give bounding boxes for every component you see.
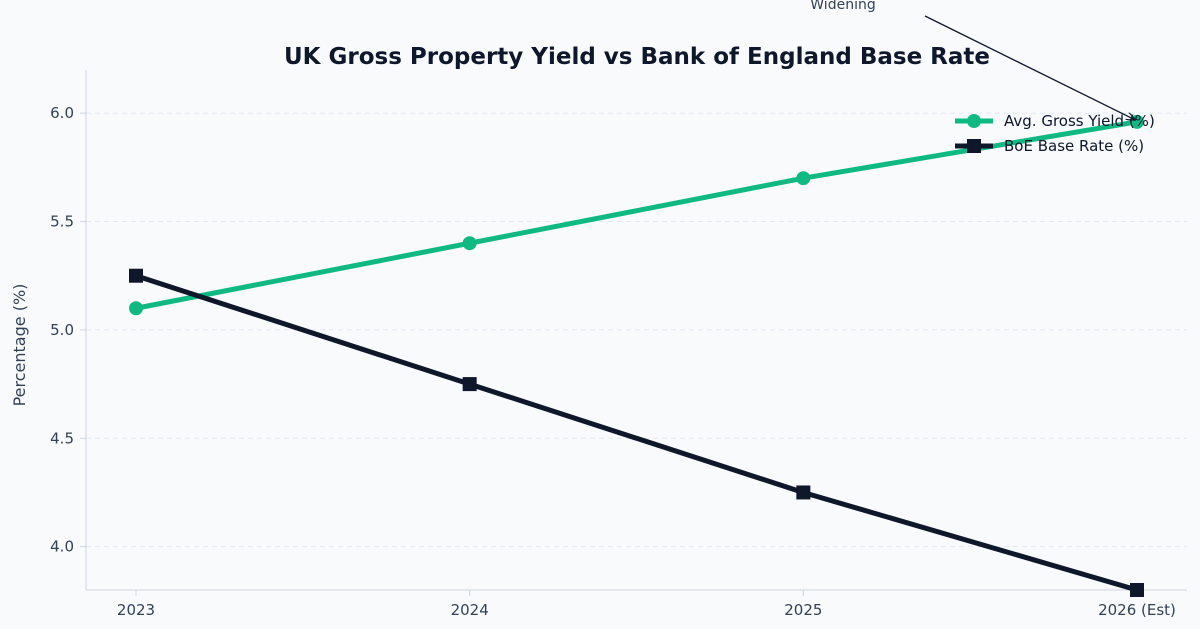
x-tick-label: 2024	[451, 601, 489, 619]
annotation: Widening	[810, 0, 1135, 120]
axes: 4.0 4.5 5.0 5.5 6.0 2023 2024 2025 2026 (Est)	[50, 70, 1187, 619]
data-point	[1130, 583, 1144, 597]
y-tick-label: 4.5	[50, 429, 74, 447]
series-line	[133, 273, 1140, 593]
y-tick-label: 4.0	[50, 538, 74, 556]
series-line	[133, 119, 1140, 311]
y-tick-label: 5.5	[50, 213, 74, 231]
data-point	[129, 301, 143, 316]
legend-label: BoE Base Rate (%)	[1004, 137, 1144, 155]
legend-item: BoE Base Rate (%)	[955, 137, 1144, 155]
legend-marker	[967, 114, 981, 128]
data-point	[796, 485, 811, 500]
grid-lines	[86, 112, 1187, 548]
legend: Avg. Gross Yield (%) BoE Base Rate (%)	[955, 112, 1155, 155]
y-axis-label: Percentage (%)	[10, 284, 29, 407]
annotation-label: Widening	[810, 0, 875, 13]
data-point	[462, 377, 477, 392]
legend-label: Avg. Gross Yield (%)	[1004, 112, 1155, 130]
x-tick-label: 2025	[784, 601, 822, 619]
series-2	[129, 268, 1144, 597]
data-point	[462, 236, 477, 251]
legend-marker	[967, 139, 981, 153]
data-point	[796, 171, 811, 186]
y-tick-label: 5.0	[50, 321, 74, 339]
chart-title: UK Gross Property Yield vs Bank of Engla…	[284, 44, 990, 70]
series-group	[129, 114, 1144, 597]
x-tick-label: 2026 (Est)	[1098, 601, 1176, 619]
data-point	[129, 268, 143, 283]
x-tick-label: 2023	[117, 601, 155, 619]
y-tick-label: 6.0	[50, 104, 74, 122]
legend-item: Avg. Gross Yield (%)	[955, 112, 1155, 130]
annotation-group: Widening	[810, 0, 1135, 120]
annotation-arrow	[924, 15, 1135, 120]
